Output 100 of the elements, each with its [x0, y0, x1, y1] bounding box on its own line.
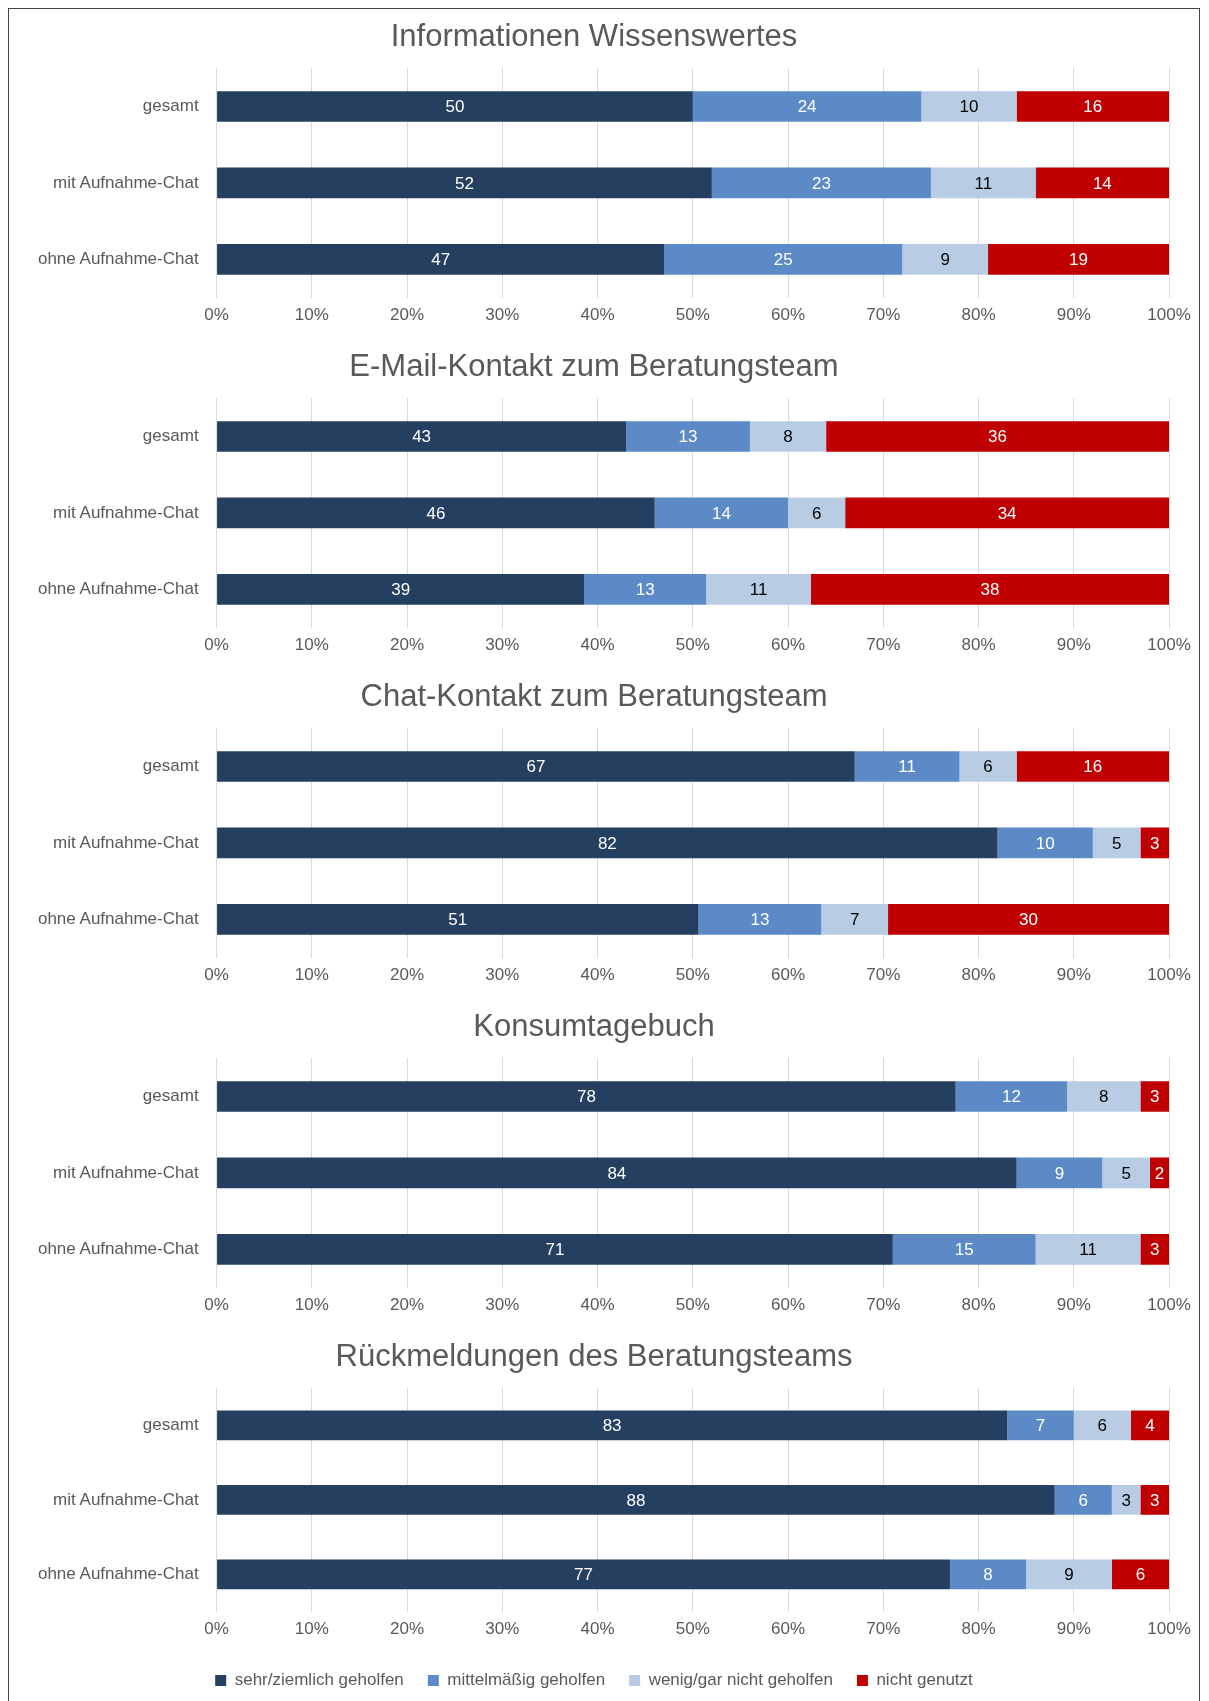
data-label: 11: [898, 757, 916, 777]
bar: [1067, 1081, 1141, 1112]
data-label: 46: [426, 503, 446, 523]
data-label: 13: [635, 580, 655, 600]
data-label: 43: [412, 427, 432, 447]
bar: [1111, 1559, 1169, 1590]
bar: [217, 167, 712, 199]
bar: [1073, 1410, 1131, 1441]
data-label: 8: [983, 1565, 993, 1585]
bar: [902, 244, 989, 275]
x-tick-label: 50%: [675, 1619, 710, 1639]
y-tick-label: gesamt: [142, 426, 199, 446]
bar: [217, 1157, 1017, 1189]
bar: [217, 827, 998, 859]
data-label: 34: [997, 503, 1017, 523]
x-tick-label: 90%: [1056, 965, 1091, 985]
x-tick-label: 50%: [675, 965, 710, 985]
bar: [692, 91, 922, 122]
legend-label: mittelmäßig geholfen: [447, 1670, 606, 1690]
bar: [1102, 1157, 1150, 1189]
bar: [706, 574, 811, 605]
bar: [959, 751, 1017, 782]
data-label: 6: [1135, 1565, 1146, 1585]
bar: [626, 421, 750, 452]
x-tick-label: 50%: [675, 1295, 710, 1315]
bar: [892, 1234, 1036, 1265]
x-tick-label: 100%: [1147, 635, 1191, 655]
x-tick-label: 100%: [1147, 305, 1191, 325]
bar: [1140, 1234, 1169, 1265]
data-label: 52: [455, 173, 474, 193]
bar: [826, 421, 1169, 452]
bar: [1035, 167, 1169, 199]
bar: [584, 574, 707, 605]
y-tick-label: ohne Aufnahme-Chat: [37, 1239, 199, 1259]
x-tick-label: 100%: [1147, 965, 1191, 985]
x-tick-label: 70%: [866, 1295, 901, 1315]
data-label: 25: [773, 250, 793, 270]
x-tick-label: 80%: [961, 965, 996, 985]
data-label: 11: [974, 173, 993, 193]
data-label: 7: [849, 910, 860, 930]
x-tick-label: 20%: [390, 965, 425, 985]
bar: [217, 1081, 956, 1112]
bar: [1016, 91, 1169, 122]
x-tick-label: 80%: [961, 305, 996, 325]
bar: [664, 244, 903, 275]
data-label: 9: [1064, 1565, 1074, 1585]
bar: [217, 1485, 1055, 1515]
x-tick-label: 30%: [485, 635, 520, 655]
x-tick-label: 10%: [294, 635, 329, 655]
bar: [749, 421, 827, 452]
x-tick-label: 50%: [675, 305, 710, 325]
bar: [949, 1559, 1027, 1590]
y-tick-label: mit Aufnahme-Chat: [53, 1162, 199, 1182]
x-tick-label: 20%: [390, 635, 425, 655]
data-label: 16: [1083, 757, 1103, 777]
x-tick-label: 30%: [485, 1295, 520, 1315]
data-label: 15: [954, 1240, 974, 1260]
x-tick-label: 70%: [866, 635, 901, 655]
x-tick-label: 80%: [961, 1619, 996, 1639]
x-tick-label: 60%: [771, 965, 806, 985]
bar: [1035, 1234, 1141, 1265]
bar: [988, 244, 1169, 275]
bar: [1026, 1559, 1112, 1590]
data-label: 38: [980, 580, 1000, 600]
chart-title: Rückmeldungen des Beratungsteams: [335, 1338, 853, 1374]
x-tick-label: 60%: [771, 1619, 806, 1639]
y-tick-label: ohne Aufnahme-Chat: [37, 579, 199, 599]
data-label: 83: [602, 1416, 622, 1436]
data-label: 3: [1149, 1490, 1160, 1510]
x-tick-label: 40%: [580, 965, 615, 985]
y-tick-label: gesamt: [142, 1415, 199, 1435]
x-tick-label: 40%: [580, 1619, 615, 1639]
bar: [845, 497, 1169, 529]
x-tick-label: 100%: [1147, 1295, 1191, 1315]
data-label: 51: [448, 910, 468, 930]
x-tick-label: 10%: [294, 1295, 329, 1315]
data-label: 13: [678, 427, 698, 447]
bar: [1140, 1081, 1169, 1112]
data-label: 14: [711, 503, 731, 523]
data-label: 14: [1092, 173, 1112, 193]
x-tick-label: 90%: [1056, 635, 1091, 655]
data-label: 12: [1001, 1087, 1021, 1107]
bar: [1092, 827, 1141, 859]
data-label: 3: [1149, 833, 1160, 853]
bar: [1140, 1485, 1169, 1515]
data-label: 78: [576, 1087, 596, 1107]
data-label: 8: [783, 427, 793, 447]
x-tick-label: 40%: [580, 635, 615, 655]
legend-label: wenig/gar nicht geholfen: [647, 1670, 833, 1690]
data-label: 39: [391, 580, 411, 600]
bar: [821, 904, 889, 935]
x-tick-label: 90%: [1056, 305, 1091, 325]
data-label: 30: [1019, 910, 1038, 930]
data-label: 9: [940, 250, 950, 270]
chart-title: E-Mail-Kontakt zum Beratungsteam: [349, 348, 839, 384]
x-tick-label: 0%: [204, 635, 229, 655]
bar: [217, 244, 665, 275]
data-label: 50: [445, 97, 465, 117]
data-label: 6: [1097, 1416, 1108, 1436]
x-tick-label: 20%: [390, 1619, 425, 1639]
